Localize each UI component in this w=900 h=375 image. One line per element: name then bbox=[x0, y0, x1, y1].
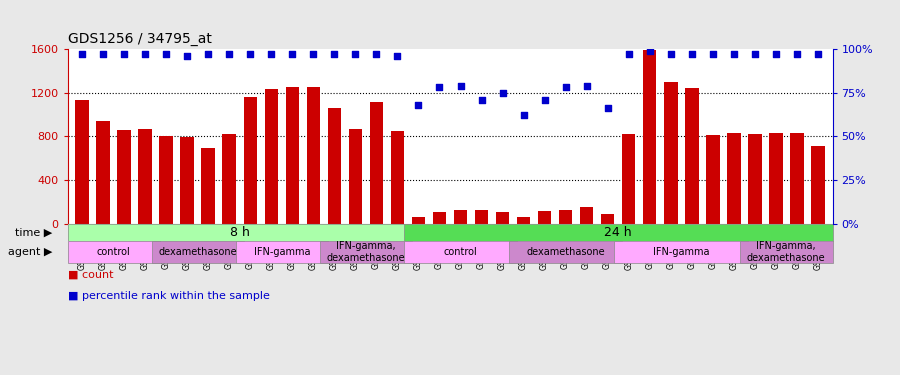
Point bbox=[411, 102, 426, 108]
Bar bbox=[748, 134, 761, 224]
Bar bbox=[622, 134, 635, 224]
Bar bbox=[348, 129, 363, 224]
Point bbox=[580, 82, 594, 88]
Point bbox=[243, 51, 257, 57]
Point bbox=[789, 51, 804, 57]
Text: dexamethasone: dexamethasone bbox=[158, 247, 237, 257]
Bar bbox=[537, 211, 552, 224]
Point bbox=[474, 96, 489, 102]
Point bbox=[600, 105, 615, 111]
Bar bbox=[328, 108, 341, 224]
Text: agent ▶: agent ▶ bbox=[8, 247, 52, 257]
Bar bbox=[236, 242, 328, 262]
Point bbox=[432, 84, 446, 90]
Bar bbox=[706, 135, 719, 224]
Bar bbox=[769, 132, 783, 224]
Point bbox=[306, 51, 320, 57]
Point bbox=[621, 51, 635, 57]
Point bbox=[96, 51, 111, 57]
Point bbox=[159, 51, 174, 57]
Bar bbox=[727, 133, 741, 224]
Bar bbox=[433, 212, 446, 224]
Bar bbox=[391, 131, 404, 224]
Point bbox=[75, 51, 89, 57]
Text: IFN-gamma,
dexamethasone: IFN-gamma, dexamethasone bbox=[747, 241, 825, 263]
Point bbox=[454, 82, 468, 88]
Point bbox=[285, 51, 300, 57]
Text: time ▶: time ▶ bbox=[15, 228, 52, 238]
Bar bbox=[614, 242, 749, 262]
Point bbox=[517, 112, 531, 118]
Point bbox=[706, 51, 720, 57]
Bar bbox=[508, 242, 622, 262]
Point bbox=[558, 84, 572, 90]
Bar bbox=[96, 121, 110, 224]
Point bbox=[201, 51, 215, 57]
Point bbox=[537, 96, 552, 102]
Bar bbox=[117, 130, 131, 224]
Text: control: control bbox=[444, 247, 477, 257]
Bar bbox=[151, 242, 244, 262]
Bar bbox=[664, 82, 678, 224]
Point bbox=[391, 53, 405, 59]
Text: ■ count: ■ count bbox=[68, 270, 113, 280]
Text: GDS1256 / 34795_at: GDS1256 / 34795_at bbox=[68, 32, 211, 46]
Bar bbox=[643, 50, 656, 224]
Text: IFN-gamma: IFN-gamma bbox=[254, 247, 310, 257]
Bar bbox=[139, 129, 152, 224]
Text: control: control bbox=[97, 247, 130, 257]
Bar bbox=[202, 148, 215, 224]
Point bbox=[726, 51, 741, 57]
Point bbox=[117, 51, 131, 57]
Point bbox=[265, 51, 279, 57]
Point bbox=[495, 90, 509, 96]
Text: IFN-gamma: IFN-gamma bbox=[652, 247, 709, 257]
Bar bbox=[559, 210, 572, 224]
Text: dexamethasone: dexamethasone bbox=[526, 247, 605, 257]
Point bbox=[811, 51, 825, 57]
Bar bbox=[404, 242, 518, 262]
Point bbox=[348, 51, 363, 57]
Point bbox=[328, 51, 342, 57]
Bar bbox=[454, 210, 467, 224]
Point bbox=[643, 48, 657, 54]
Bar bbox=[601, 214, 615, 224]
Point bbox=[663, 51, 678, 57]
Bar bbox=[790, 133, 804, 224]
Point bbox=[180, 53, 194, 59]
Bar bbox=[181, 138, 194, 224]
Bar bbox=[68, 224, 412, 242]
Bar bbox=[370, 102, 383, 224]
Point bbox=[222, 51, 237, 57]
Bar bbox=[685, 88, 698, 224]
Bar bbox=[307, 87, 320, 224]
Point bbox=[685, 51, 699, 57]
Text: ■ percentile rank within the sample: ■ percentile rank within the sample bbox=[68, 291, 269, 301]
Bar bbox=[68, 242, 160, 262]
Bar bbox=[244, 97, 257, 224]
Bar bbox=[222, 134, 236, 224]
Text: 24 h: 24 h bbox=[604, 226, 632, 239]
Bar bbox=[265, 89, 278, 224]
Bar bbox=[811, 146, 824, 224]
Bar bbox=[285, 87, 299, 224]
Bar bbox=[580, 207, 593, 224]
Bar bbox=[496, 212, 509, 224]
Bar bbox=[517, 217, 530, 224]
Bar bbox=[404, 224, 832, 242]
Bar bbox=[76, 100, 89, 224]
Point bbox=[748, 51, 762, 57]
Bar bbox=[740, 242, 832, 262]
Point bbox=[769, 51, 783, 57]
Bar bbox=[159, 136, 173, 224]
Point bbox=[138, 51, 152, 57]
Bar bbox=[474, 210, 489, 224]
Text: IFN-gamma,
dexamethasone: IFN-gamma, dexamethasone bbox=[327, 241, 405, 263]
Bar bbox=[411, 217, 426, 224]
Point bbox=[369, 51, 383, 57]
Text: 8 h: 8 h bbox=[230, 226, 250, 239]
Bar bbox=[320, 242, 412, 262]
